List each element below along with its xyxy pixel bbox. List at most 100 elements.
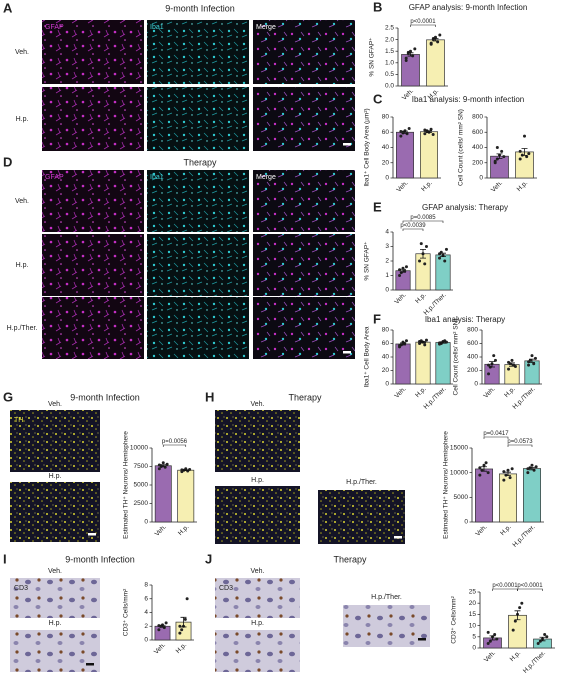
data-point <box>157 624 161 628</box>
p-value: p<0.0039 <box>400 223 426 229</box>
micrograph <box>253 297 355 359</box>
data-point <box>510 358 514 362</box>
bar <box>508 614 527 649</box>
data-point <box>518 149 522 153</box>
y-tick-label: 2500 <box>134 500 149 507</box>
data-point <box>423 128 427 132</box>
y-tick-label: 0 <box>472 645 476 652</box>
bar <box>395 270 411 291</box>
panel-letter: J <box>205 551 212 566</box>
stain-label: CD3 <box>219 585 233 592</box>
data-point <box>536 642 540 646</box>
data-point <box>484 461 488 465</box>
panel-letter: H <box>205 389 214 404</box>
x-tick-label: H.p. <box>177 524 191 538</box>
error-bar <box>420 340 426 344</box>
data-point <box>493 633 497 637</box>
x-tick-label: Veh. <box>474 524 488 538</box>
panel-title: Therapy <box>288 392 322 402</box>
data-point <box>495 637 499 641</box>
micrograph <box>253 170 355 232</box>
bar <box>415 253 431 291</box>
image-label: Veh. <box>48 568 62 575</box>
y-tick-label: 15 <box>469 611 477 618</box>
data-point <box>507 360 511 364</box>
panel-title: Therapy <box>183 157 217 167</box>
y-tick-label: 200 <box>467 367 478 374</box>
data-point <box>185 597 189 601</box>
row-label: Veh. <box>15 198 29 205</box>
p-value: p<0.0001 <box>517 583 543 589</box>
data-point <box>164 621 168 625</box>
y-axis-label: Estimated TH⁺ Neurons/ Hemisphere <box>443 431 450 539</box>
panel-letter: B <box>373 0 382 14</box>
data-point <box>527 363 531 367</box>
image-label: Veh. <box>250 401 264 408</box>
scale-bar <box>343 351 351 354</box>
micrograph <box>318 490 405 544</box>
p-value: p=0.0573 <box>507 439 533 445</box>
panel-title: Therapy <box>333 554 367 564</box>
significance-bracket <box>507 444 533 447</box>
micrograph <box>147 20 249 84</box>
bar <box>515 151 534 179</box>
data-point <box>180 468 184 472</box>
micrograph <box>10 482 100 542</box>
data-point <box>502 155 506 159</box>
image-label: Veh. <box>48 401 62 408</box>
data-point <box>404 339 408 343</box>
data-point <box>161 461 165 465</box>
y-tick-label: 10000 <box>130 445 148 452</box>
y-tick-label: 0 <box>144 519 148 526</box>
y-tick-label: 1.0 <box>385 60 394 67</box>
panel-letter: C <box>373 91 383 106</box>
micrograph <box>253 87 355 151</box>
y-tick-label: 2.5 <box>385 25 394 32</box>
data-point <box>178 631 182 635</box>
p-value: p=0.0417 <box>483 431 509 437</box>
data-point <box>492 354 496 358</box>
micrograph <box>10 578 100 618</box>
image-label: H.p./Ther. <box>346 479 377 486</box>
y-tick-label: 40 <box>382 354 390 361</box>
y-tick-label: 20 <box>382 367 390 374</box>
error-bar <box>159 624 166 628</box>
panel-letter: A <box>3 0 13 15</box>
y-tick-label: 2.0 <box>385 36 394 43</box>
x-tick-label: H.p./Ther. <box>522 650 547 675</box>
bar <box>504 364 520 385</box>
y-axis-label: % SN GFAP⁺ <box>369 37 376 77</box>
x-tick-label: Veh. <box>153 642 167 656</box>
bar <box>524 360 540 385</box>
panel-title: 9-month Infection <box>70 392 140 402</box>
data-point <box>399 271 403 275</box>
x-tick-label: H.p. <box>420 180 434 194</box>
x-tick-label: H.p./Ther. <box>511 524 536 549</box>
panel-letter: E <box>373 199 382 214</box>
micrograph <box>42 234 144 296</box>
data-point <box>543 633 547 637</box>
significance-bracket <box>492 588 518 591</box>
data-point <box>399 134 403 138</box>
stain-label: Iba1 <box>150 24 164 31</box>
significance-bracket <box>483 436 509 439</box>
micrograph <box>10 630 100 672</box>
data-point <box>502 470 506 474</box>
y-tick-label: 0 <box>479 175 483 182</box>
panel-letter: F <box>373 311 381 326</box>
y-tick-label: 1.5 <box>385 48 394 55</box>
y-tick-label: 1 <box>385 272 389 279</box>
x-tick-label: Veh. <box>154 524 168 538</box>
bar <box>396 131 414 179</box>
stain-label: Merge <box>256 174 276 181</box>
y-tick-label: 0 <box>385 381 389 388</box>
significance-bracket <box>410 24 436 27</box>
micrograph <box>343 605 430 647</box>
data-point <box>507 367 511 371</box>
stain-label: Merge <box>256 24 276 31</box>
y-tick-label: 200 <box>472 159 483 166</box>
data-point <box>403 342 407 345</box>
data-point <box>183 617 187 621</box>
data-point <box>188 467 192 471</box>
